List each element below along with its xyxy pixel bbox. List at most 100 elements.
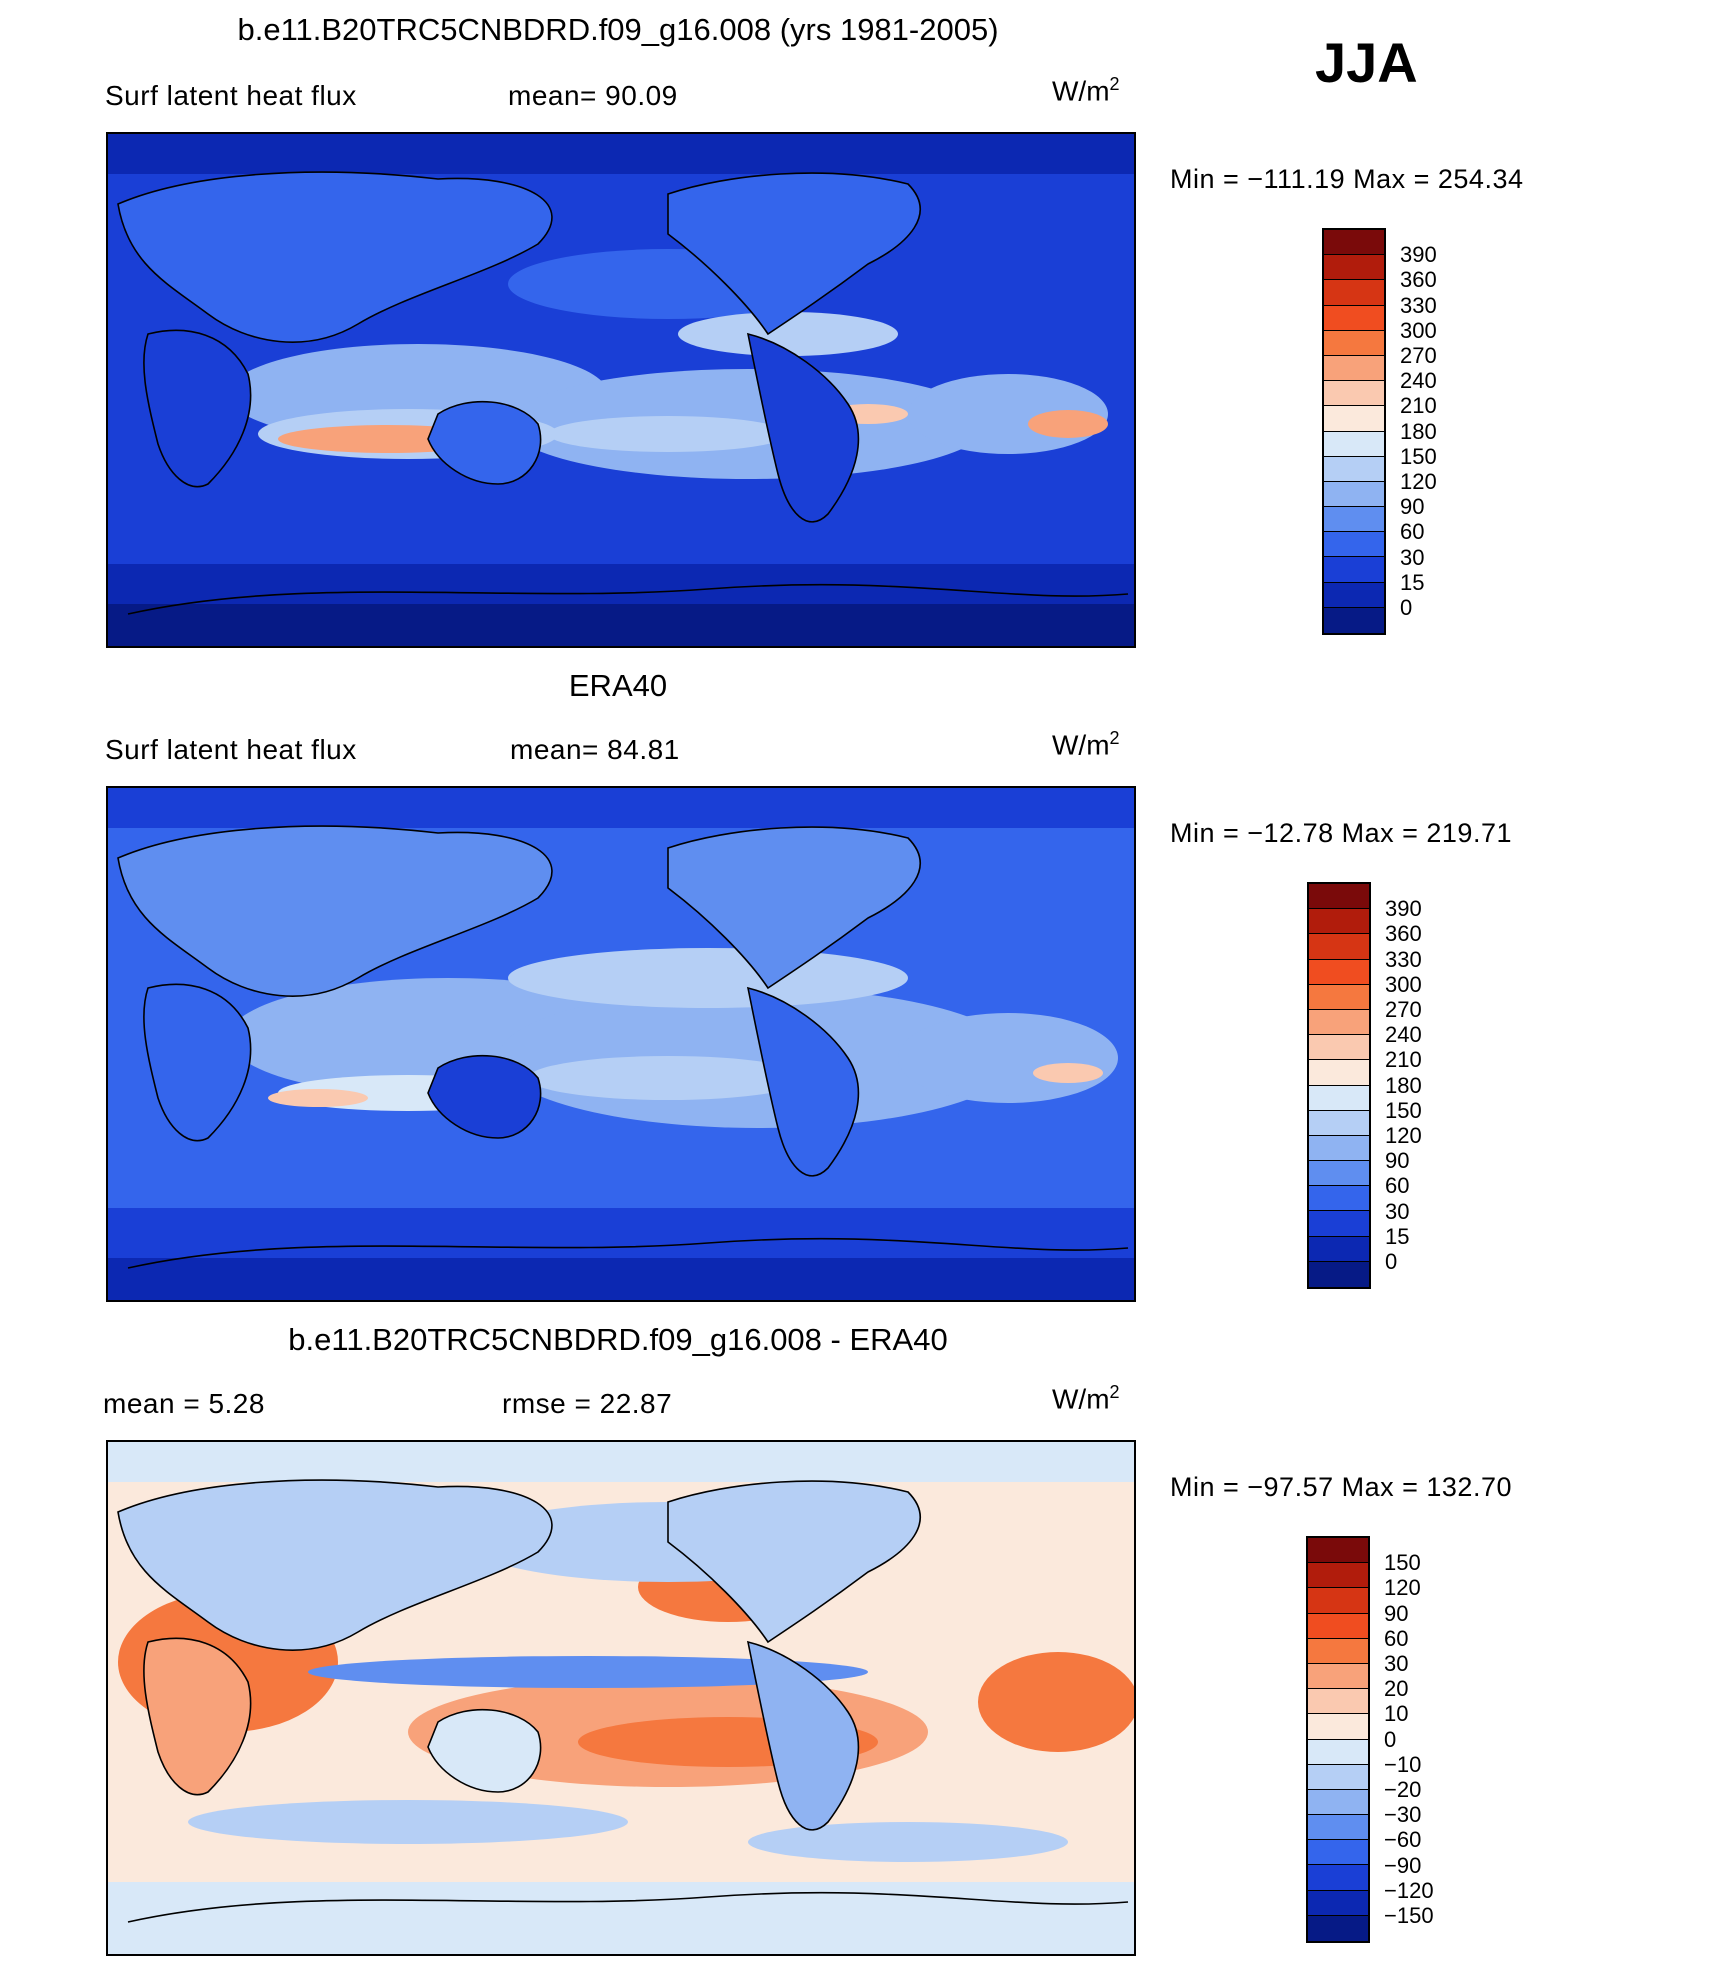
colorbar-segment (1309, 1261, 1369, 1287)
colorbar-segment (1308, 1865, 1368, 1891)
panel-2-minmax: Min = −12.78 Max = 219.71 (1170, 818, 1512, 848)
colorbar-segment (1308, 1714, 1368, 1740)
colorbar-segment (1324, 230, 1384, 256)
colorbar-label: 180 (1385, 1072, 1422, 1098)
season-label: JJA (1315, 31, 1418, 94)
panel-1-left-text: Surf latent heat flux (105, 80, 357, 111)
colorbar-segment (1309, 959, 1369, 985)
colorbar-label: 0 (1400, 595, 1413, 620)
colorbar-segment (1309, 1161, 1369, 1187)
colorbar-label: 30 (1400, 544, 1425, 570)
colorbar-label: −90 (1384, 1852, 1422, 1878)
colorbar-segment (1324, 305, 1384, 331)
colorbar-box (1307, 882, 1371, 1290)
colorbar-segment (1324, 381, 1384, 407)
colorbar-box (1306, 1536, 1370, 1944)
panel-3-minmax: Min = −97.57 Max = 132.70 (1170, 1472, 1512, 1502)
panel-1-map-svg (108, 134, 1134, 646)
colorbar-segment (1308, 1815, 1368, 1841)
colorbar-label: 0 (1384, 1726, 1397, 1752)
colorbar-label: 15 (1400, 569, 1425, 595)
colorbar-segment (1308, 1915, 1368, 1941)
colorbar-segment (1308, 1689, 1368, 1715)
panel-1-middle-text: mean= 90.09 (508, 80, 678, 111)
colorbar-label: 10 (1384, 1701, 1409, 1727)
colorbar-label: 300 (1385, 971, 1422, 997)
panel-3-colorbar: 150 120 90 60 30 20 10 0 −10 −20 −30 −60 −90 −120 −150 (1306, 1536, 1434, 1944)
colorbar-label: 20 (1384, 1676, 1409, 1702)
colorbar-segment (1308, 1764, 1368, 1790)
colorbar-segment (1309, 1236, 1369, 1262)
panel-2-map (106, 786, 1136, 1302)
colorbar-label: −60 (1384, 1827, 1422, 1853)
panel-1-map (106, 132, 1136, 648)
colorbar-segment (1324, 456, 1384, 482)
colorbar-segment (1308, 1663, 1368, 1690)
panel-3-title: b.e11.B20TRC5CNBDRD.f09_g16.008 - ERA40 (288, 1322, 948, 1357)
panel-3-left-text: mean = 5.28 (103, 1388, 265, 1419)
colorbar-label: 240 (1400, 368, 1437, 394)
colorbar-segment (1308, 1739, 1368, 1765)
colorbar-box (1322, 228, 1386, 636)
colorbar-segment (1309, 909, 1369, 935)
colorbar-label: 210 (1385, 1047, 1422, 1073)
colorbar-label: 330 (1400, 292, 1437, 318)
colorbar-segment (1309, 1186, 1369, 1212)
colorbar-label: 180 (1400, 418, 1437, 444)
colorbar-segment (1309, 1085, 1369, 1111)
colorbar-label: 240 (1385, 1022, 1422, 1048)
colorbar-label: 120 (1385, 1123, 1422, 1148)
panel-3-map-svg (108, 1442, 1134, 1954)
colorbar-label: 300 (1400, 317, 1437, 343)
colorbar-label: 60 (1400, 519, 1425, 545)
colorbar-segment (1309, 1035, 1369, 1061)
colorbar-label: −120 (1384, 1877, 1434, 1903)
colorbar-segment (1309, 1009, 1369, 1036)
panel-3-map (106, 1440, 1136, 1956)
colorbar-segment (1324, 330, 1384, 356)
colorbar-label: 270 (1400, 343, 1437, 368)
colorbar-label: 30 (1385, 1198, 1410, 1224)
panel-1-title: b.e11.B20TRC5CNBDRD.f09_g16.008 (yrs 198… (237, 12, 999, 47)
colorbar-label: 210 (1400, 393, 1437, 419)
colorbar-segment (1308, 1538, 1368, 1564)
colorbar-segment (1324, 582, 1384, 608)
panel-1-unit: W/m2 (1052, 74, 1120, 107)
colorbar-label: 150 (1384, 1550, 1421, 1576)
colorbar-segment (1309, 1211, 1369, 1237)
colorbar-label: 90 (1400, 494, 1425, 520)
colorbar-segment (1324, 406, 1384, 432)
colorbar-segment (1308, 1789, 1368, 1816)
colorbar-segment (1324, 355, 1384, 382)
colorbar-segment (1309, 1135, 1369, 1162)
colorbar-segment (1324, 481, 1384, 508)
colorbar-label: −30 (1384, 1802, 1422, 1828)
panel-2-colorbar: 390 360 330 300 270 240 210 180 150 120 90 60 30 15 0 (1307, 882, 1427, 1290)
colorbar-segment (1309, 1060, 1369, 1086)
panel-2-map-svg (108, 788, 1134, 1300)
colorbar-segment (1309, 984, 1369, 1010)
colorbar-label: 60 (1385, 1173, 1410, 1199)
colorbar-label: 0 (1385, 1249, 1398, 1274)
colorbar-label: −20 (1384, 1777, 1422, 1802)
colorbar-label: 330 (1385, 946, 1422, 972)
panel-3-middle-text: rmse = 22.87 (502, 1388, 673, 1419)
colorbar-segment (1308, 1613, 1368, 1639)
colorbar-label: 120 (1384, 1575, 1421, 1601)
colorbar-label: 360 (1385, 921, 1422, 947)
colorbar-label: 15 (1385, 1223, 1410, 1249)
colorbar-segment (1308, 1840, 1368, 1866)
colorbar-segment (1308, 1563, 1368, 1589)
panel-2-left-text: Surf latent heat flux (105, 734, 357, 765)
colorbar-segment (1309, 1110, 1369, 1136)
colorbar-label: 60 (1384, 1625, 1409, 1651)
colorbar-segment (1324, 255, 1384, 281)
colorbar-label: 360 (1400, 267, 1437, 293)
colorbar-label: 390 (1400, 242, 1437, 268)
colorbar-label: −150 (1384, 1903, 1434, 1928)
colorbar-segment (1324, 280, 1384, 306)
panel-2-unit: W/m2 (1052, 728, 1120, 761)
colorbar-label: 150 (1400, 443, 1437, 469)
colorbar-label: 270 (1385, 997, 1422, 1022)
colorbar-segment (1324, 431, 1384, 457)
